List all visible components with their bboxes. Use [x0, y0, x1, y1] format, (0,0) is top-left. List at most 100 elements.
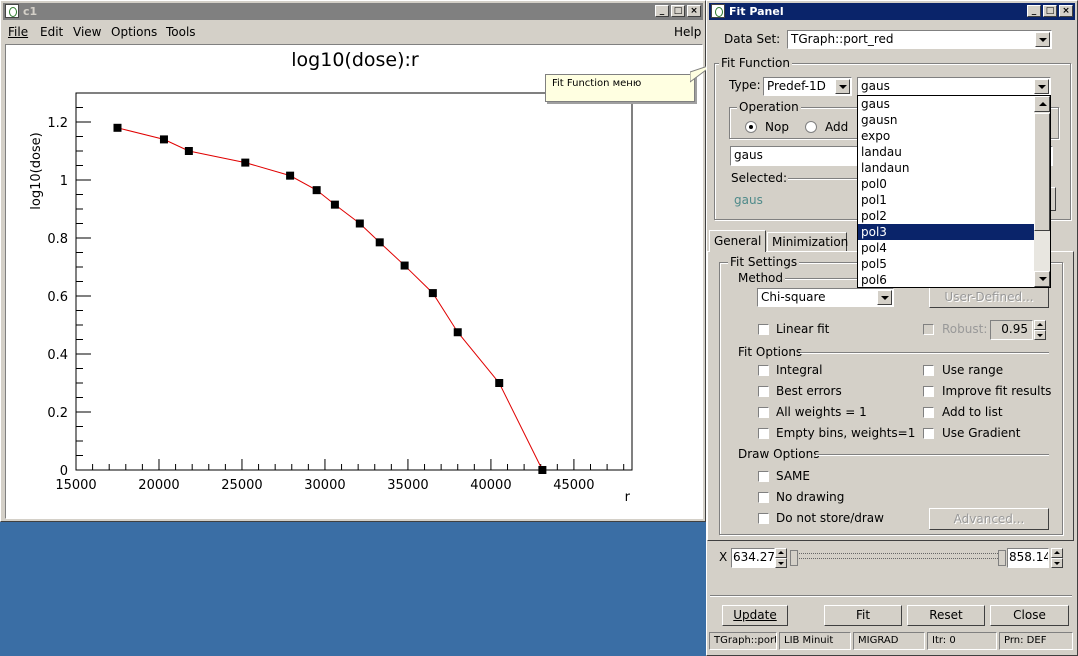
fit-label: Fit	[855, 608, 871, 622]
scroll-thumb[interactable]	[1034, 113, 1050, 231]
user-defined-button[interactable]: User-Defined...	[929, 287, 1049, 308]
robust-field[interactable]: 0.95	[990, 320, 1033, 340]
dropdown-option[interactable]: pol3	[858, 224, 1034, 240]
dropdown-option[interactable]: pol1	[861, 193, 887, 207]
fit-settings-label: Fit Settings	[728, 255, 800, 269]
y-tick-label: 0.6	[47, 290, 68, 305]
menu-file[interactable]: File	[8, 25, 29, 39]
data-point[interactable]	[241, 158, 250, 167]
improve-fit-checkbox[interactable]	[923, 386, 934, 397]
x-min-field[interactable]: 634.27	[731, 548, 775, 568]
canvas-area[interactable]	[5, 44, 703, 519]
function-combo[interactable]: gaus	[857, 77, 1051, 96]
advanced-button[interactable]: Advanced...	[929, 508, 1049, 530]
no-store-checkbox[interactable]	[758, 513, 769, 524]
fit-options-label: Fit Options	[738, 345, 806, 359]
robust-checkbox[interactable]	[923, 324, 934, 335]
reset-button[interactable]: Reset	[907, 605, 985, 626]
dropdown-option[interactable]: gausn	[861, 113, 898, 127]
maximize-icon[interactable]: □	[1043, 5, 1057, 17]
method-value: Chi-square	[761, 290, 826, 304]
advanced-label: Advanced...	[953, 512, 1025, 526]
data-point[interactable]	[113, 123, 122, 132]
add-radio[interactable]	[805, 121, 817, 133]
fit-panel-titlebar[interactable]: Fit Panel _ □ ×	[709, 3, 1075, 20]
dropdown-scrollbar[interactable]	[1034, 96, 1050, 287]
chevron-down-icon[interactable]	[877, 290, 892, 305]
data-point[interactable]	[453, 328, 462, 337]
slider-max-handle[interactable]	[998, 550, 1006, 566]
chevron-down-icon[interactable]	[835, 79, 850, 94]
data-point[interactable]	[312, 186, 321, 195]
data-point[interactable]	[538, 466, 547, 474]
menu-tools[interactable]: Tools	[166, 25, 196, 39]
data-point[interactable]	[428, 289, 437, 298]
data-point[interactable]	[286, 171, 295, 180]
no-drawing-checkbox[interactable]	[758, 492, 769, 503]
menu-view[interactable]: View	[73, 25, 102, 39]
data-point[interactable]	[355, 219, 364, 228]
same-checkbox[interactable]	[758, 471, 769, 482]
tab-minimization-label: Minimization	[772, 235, 849, 249]
scroll-up-icon[interactable]	[1034, 96, 1050, 112]
close-icon[interactable]: ×	[687, 5, 701, 17]
dropdown-option[interactable]: landau	[861, 145, 902, 159]
dropdown-option[interactable]: pol4	[861, 241, 887, 255]
linear-fit-checkbox[interactable]	[758, 324, 769, 335]
nop-radio[interactable]	[745, 121, 757, 133]
x-range-slider[interactable]	[790, 550, 1006, 566]
x-min-spinner[interactable]	[775, 548, 787, 568]
dataset-combo[interactable]: TGraph::port_red	[787, 30, 1052, 49]
operation-label: Operation	[737, 100, 801, 114]
method-combo[interactable]: Chi-square	[757, 288, 894, 307]
menu-help[interactable]: Help	[674, 25, 702, 39]
data-point[interactable]	[330, 200, 339, 209]
dropdown-option[interactable]: landaun	[861, 161, 910, 175]
data-point[interactable]	[375, 238, 384, 247]
add-to-list-checkbox[interactable]	[923, 407, 934, 418]
function-dropdown-list[interactable]: gaus gausn expo landau landaun pol0 pol1 pol2 po…	[857, 95, 1051, 288]
status-method: MIGRAD	[853, 632, 925, 650]
empty-bins-checkbox[interactable]	[758, 428, 769, 439]
menu-edit[interactable]: Edit	[40, 25, 64, 39]
dropdown-option[interactable]: pol6	[861, 273, 887, 287]
data-point[interactable]	[495, 379, 504, 387]
tab-general[interactable]: General	[709, 230, 766, 252]
dropdown-option[interactable]: pol5	[861, 257, 887, 271]
chevron-down-icon[interactable]	[1034, 79, 1049, 94]
minimize-icon[interactable]: _	[1027, 5, 1041, 17]
use-gradient-checkbox[interactable]	[923, 428, 934, 439]
status-library: LIB Minuit	[779, 632, 851, 650]
close-icon[interactable]: ×	[1059, 5, 1073, 17]
dropdown-option[interactable]: pol2	[861, 209, 887, 223]
update-button[interactable]: Update	[722, 605, 788, 626]
fit-button[interactable]: Fit	[824, 605, 902, 626]
integral-checkbox[interactable]	[758, 365, 769, 376]
x-max-field[interactable]: 858.14	[1007, 548, 1049, 568]
data-point[interactable]	[184, 147, 193, 155]
tab-minimization[interactable]: Minimization	[767, 232, 849, 251]
x-tick-label: 30000	[304, 478, 345, 493]
plot[interactable]: log10(dose):r 15000 20000 25000 30000 35000 4…	[5, 44, 701, 517]
dropdown-option[interactable]: gaus	[861, 97, 890, 111]
dropdown-option[interactable]: expo	[861, 129, 891, 143]
scroll-down-icon[interactable]	[1034, 271, 1050, 287]
menu-options[interactable]: Options	[111, 25, 158, 39]
canvas-titlebar[interactable]: c1 _ □ ×	[3, 3, 703, 20]
data-point[interactable]	[400, 261, 409, 270]
chevron-down-icon[interactable]	[1035, 32, 1050, 47]
all-weights-checkbox[interactable]	[758, 407, 769, 418]
root-app-icon	[5, 4, 19, 18]
maximize-icon[interactable]: □	[671, 5, 685, 17]
use-range-checkbox[interactable]	[923, 365, 934, 376]
best-errors-checkbox[interactable]	[758, 386, 769, 397]
close-button[interactable]: Close	[990, 605, 1069, 626]
data-point[interactable]	[159, 135, 168, 144]
minimize-icon[interactable]: _	[655, 5, 669, 17]
selected-value: gaus	[734, 193, 763, 207]
robust-spinner[interactable]	[1034, 320, 1046, 340]
type-combo[interactable]: Predef-1D	[763, 77, 852, 96]
x-max-spinner[interactable]	[1051, 548, 1063, 568]
slider-min-handle[interactable]	[790, 550, 798, 566]
dropdown-option[interactable]: pol0	[861, 177, 887, 191]
